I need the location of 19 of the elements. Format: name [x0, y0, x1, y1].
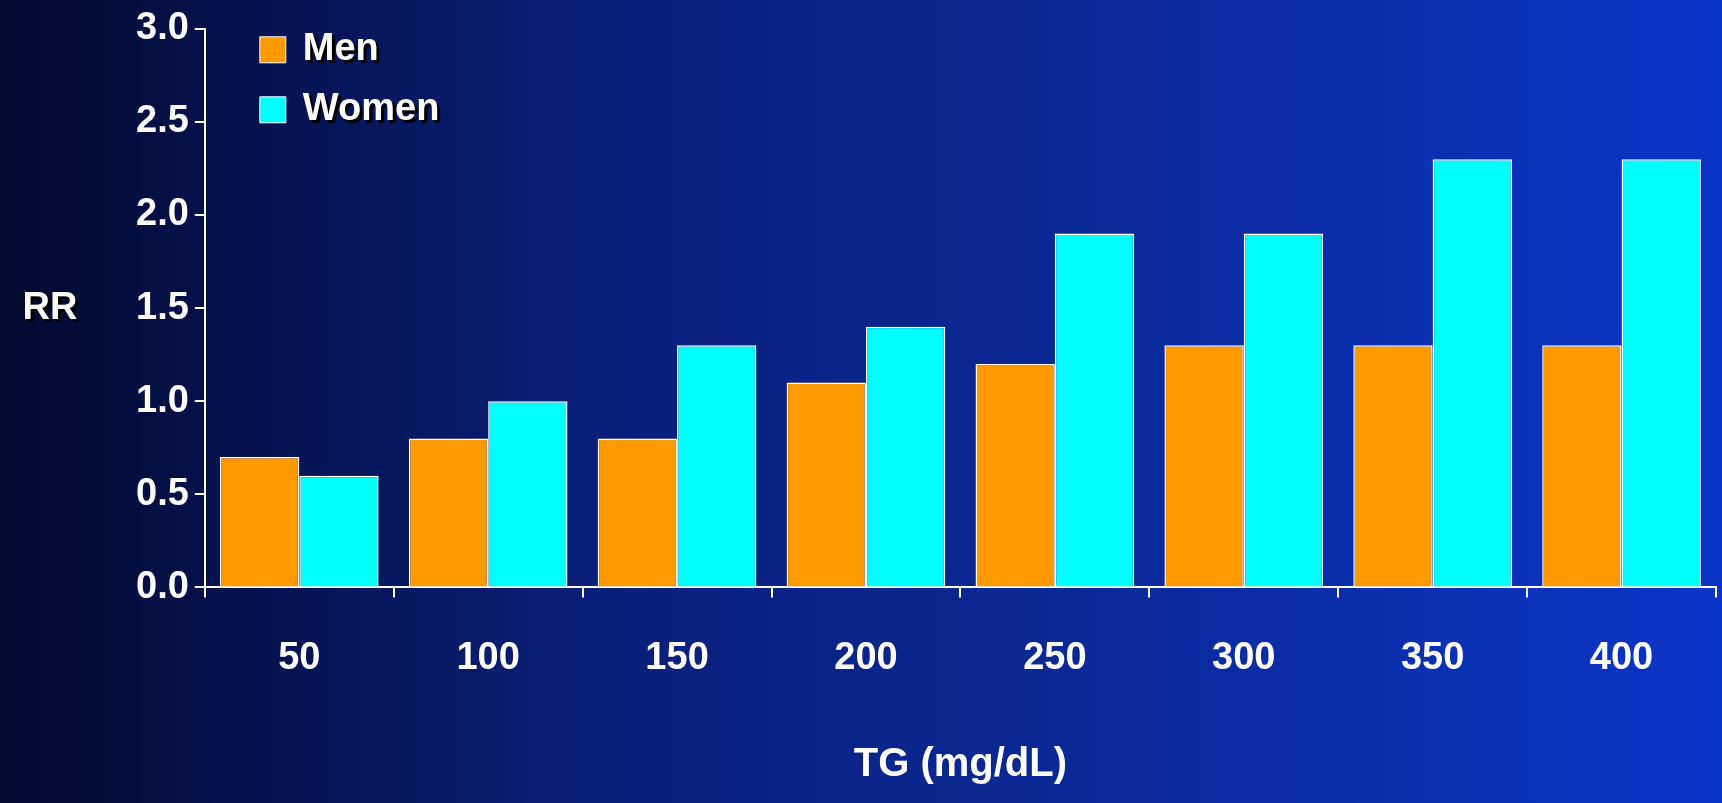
- x-tick-label: 350: [1400, 634, 1465, 677]
- x-tick-label: 250: [1023, 634, 1087, 677]
- y-tick-label: 0.0: [136, 563, 189, 606]
- y-tick-label: 2.5: [136, 98, 189, 141]
- x-tick-label: 200: [834, 634, 898, 677]
- y-tick-label: 0.5: [136, 470, 189, 513]
- y-tick-label: 3.0: [136, 5, 189, 48]
- x-tick-label: 50: [278, 634, 321, 677]
- legend-label: Men: [305, 29, 382, 72]
- y-tick-label: 1.5: [136, 284, 189, 327]
- y-tick-label: 1.0: [136, 377, 189, 420]
- x-tick-label: 100: [456, 634, 520, 677]
- x-tick-label: 150: [645, 634, 709, 677]
- x-axis-title: TG (mg/dL): [853, 740, 1068, 785]
- legend-label: Women: [305, 89, 443, 132]
- x-tick-label: 400: [1589, 634, 1654, 677]
- y-tick-label: 2.0: [136, 191, 189, 234]
- x-tick-label: 300: [1212, 634, 1276, 677]
- y-axis-title: RR: [25, 287, 81, 330]
